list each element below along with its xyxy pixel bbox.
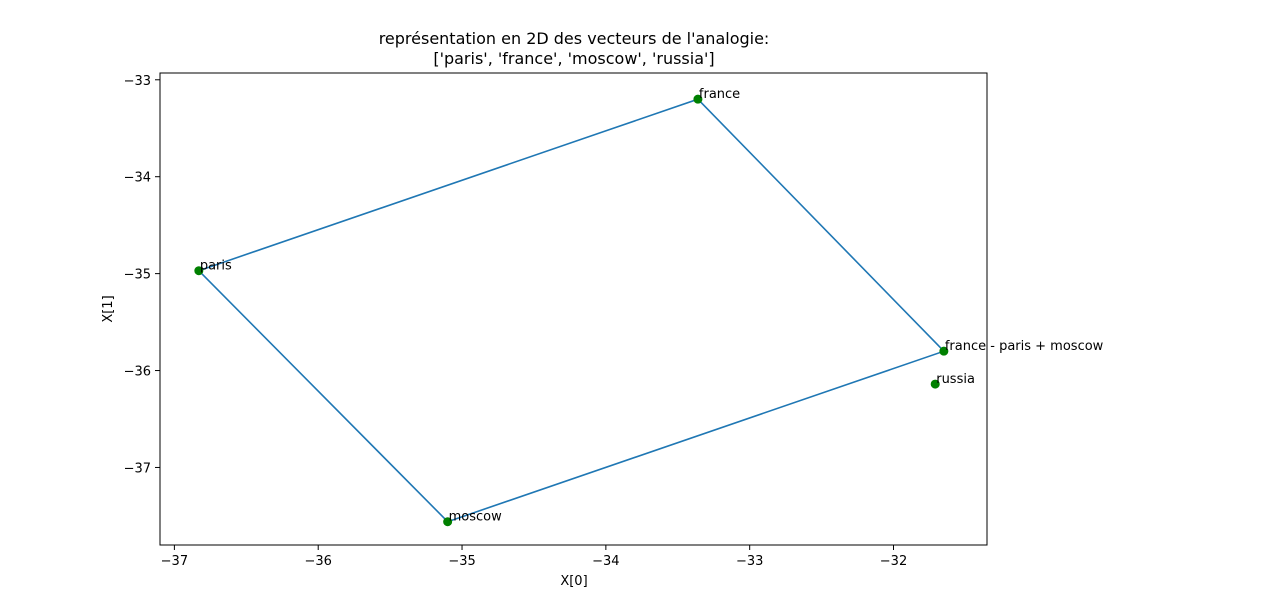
point-russia	[930, 379, 940, 389]
x-tick-label: −32	[880, 554, 907, 569]
point-label-russia: russia	[936, 372, 975, 387]
point-label-moscow: moscow	[449, 510, 502, 525]
x-tick-label: −35	[448, 554, 475, 569]
y-tick-label: −33	[124, 74, 151, 89]
x-axis-label: X[0]	[560, 574, 587, 589]
plot-frame	[159, 72, 988, 546]
chart-subtitle: ['paris', 'france', 'moscow', 'russia']	[433, 49, 714, 68]
point-label-france-paris-moscow: france - paris + moscow	[945, 339, 1104, 354]
x-axis: −37 −36 −35 −34 −33 −32	[161, 545, 907, 569]
point-label-france: france	[699, 87, 740, 102]
analogy-polygon-line	[198, 98, 946, 523]
plot-area: paris france moscow russia france - paris + …	[194, 87, 1104, 527]
y-tick-label: −35	[124, 268, 151, 283]
x-tick-label: −34	[592, 554, 619, 569]
point-paris	[194, 266, 204, 276]
y-axis-label: X[1]	[101, 295, 116, 322]
chart-title: représentation en 2D des vecteurs de l'a…	[379, 29, 770, 48]
y-tick-label: −37	[124, 461, 151, 476]
point-france-paris-moscow	[939, 346, 949, 356]
x-tick-label: −33	[736, 554, 763, 569]
point-france	[693, 94, 703, 104]
x-tick-label: −36	[304, 554, 331, 569]
y-tick-label: −36	[124, 365, 151, 380]
point-moscow	[443, 517, 453, 527]
y-axis: −33 −34 −35 −36 −37	[124, 74, 160, 476]
x-tick-label: −37	[161, 554, 188, 569]
y-tick-label: −34	[124, 171, 151, 186]
point-label-paris: paris	[200, 259, 232, 274]
